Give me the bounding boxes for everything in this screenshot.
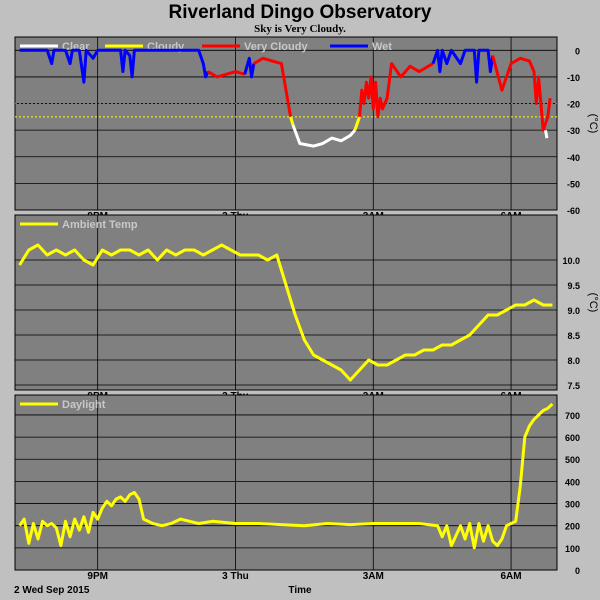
x-tick-label: 6AM [501,571,522,582]
x-axis-title: Time [288,585,312,596]
plot-area [14,394,558,571]
y-tick-label: 8.5 [567,331,580,341]
plot-area [14,36,558,211]
y-tick-label: 200 [565,522,580,532]
series-wet [243,56,256,79]
y-tick-label: 100 [565,544,580,554]
y-tick-label: -20 [567,100,580,110]
series-very-cloudy [207,70,246,79]
series-cloudy [289,116,295,126]
series-very-cloudy [491,55,552,132]
legend-label: Clear [62,41,90,53]
y-tick-label: 9.0 [567,306,580,316]
chart-title: Riverland Dingo Observatory [168,2,432,23]
y-tick-label: 7.5 [567,381,580,391]
series-cloudy [353,116,361,131]
plot-area [14,214,558,391]
y-tick-label: 9.5 [567,281,580,291]
y-tick-label: -50 [567,179,580,189]
x-tick-label: 9PM [87,571,108,582]
y-tick-label: 10.0 [562,256,580,266]
y-tick-label: 0 [575,566,580,576]
y-tick-label: -60 [567,206,580,216]
y-tick-label: 700 [565,411,580,421]
y-axis-label: (°C) [587,293,599,313]
x-tick-label: 3AM [363,571,384,582]
y-tick-label: -40 [567,153,580,163]
legend-label: Wet [372,41,392,53]
y-tick-label: 8.0 [567,356,580,366]
x-tick-label: 3 Thu [222,571,249,582]
series-clear [291,124,357,148]
series-line [18,402,554,550]
series-clear [544,129,549,139]
y-tick-label: 400 [565,477,580,487]
y-tick-label: -30 [567,126,580,136]
series-very-cloudy [358,62,434,119]
legend-label: Very Cloudy [244,41,308,53]
chart-subtitle: Sky is Very Cloudy. [254,23,346,35]
y-tick-label: 300 [565,500,580,510]
y-tick-label: 600 [565,433,580,443]
panel-daylight: 0 100 200 300 400 500 600 700 9PM 3 Thu 3AM 6AM Dayl… [14,394,580,582]
series-very-cloudy [253,56,293,118]
legend-label: Ambient Temp [62,219,138,231]
legend-label: Daylight [62,399,106,411]
panel-sky: 0-10-20-30-40-50-609PM3 Thu3AM6AM(°C)Cle… [14,36,599,222]
y-tick-label: 0 [575,46,580,56]
series-wet [19,48,210,84]
y-tick-label: 500 [565,455,580,465]
series-line [18,243,553,382]
footer-date: 2 Wed Sep 2015 [14,585,90,596]
y-tick-label: -10 [567,73,580,83]
y-axis-label: (°C) [587,114,599,134]
series-wet [431,48,495,84]
